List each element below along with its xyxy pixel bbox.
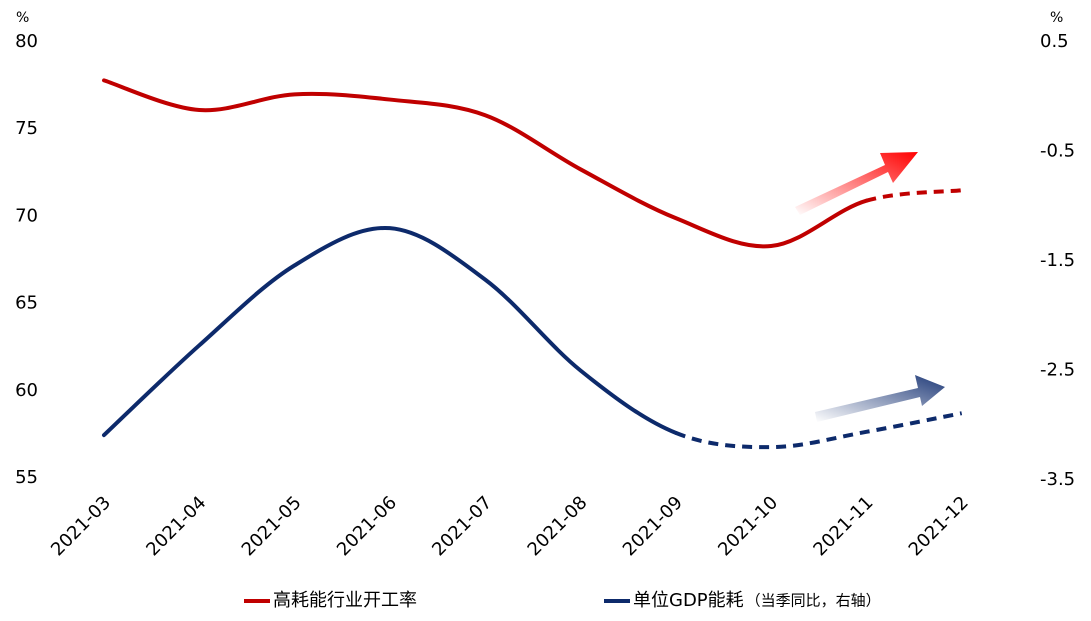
trend-arrow: [795, 152, 918, 215]
x-tick-label: 2021-07: [428, 492, 496, 560]
y-tick-label: 70: [15, 205, 38, 226]
y-tick-label: 75: [15, 118, 38, 139]
legend-label: 单位GDP能耗: [633, 590, 744, 611]
y-tick-label: 60: [15, 380, 38, 401]
x-tick-label: 2021-06: [333, 492, 401, 560]
y-tick-label: 65: [15, 293, 38, 314]
x-tick-label: 2021-12: [905, 492, 973, 560]
y-unit: %: [16, 10, 29, 26]
legend-note: （当季同比，右轴）: [746, 592, 881, 610]
x-tick-label: 2021-08: [524, 492, 592, 560]
x-tick-label: 2021-09: [619, 492, 687, 560]
x-tick-label: 2021-11: [809, 492, 877, 560]
x-tick-label: 2021-04: [142, 492, 210, 560]
y2-unit: %: [1050, 10, 1063, 26]
y-tick-label: 55: [15, 467, 38, 488]
forecast-line: [675, 411, 963, 450]
y-tick-label: 80: [15, 31, 38, 52]
series-line: [102, 226, 678, 438]
y2-tick-label: -1.5: [1040, 250, 1075, 271]
y2-tick-label: 0.5: [1040, 31, 1069, 52]
y2-tick-label: -0.5: [1040, 141, 1075, 162]
legend-label: 高耗能行业开工率: [273, 590, 417, 611]
y2-tick-label: -2.5: [1040, 360, 1075, 381]
x-tick-label: 2021-10: [714, 492, 782, 560]
series-line: [102, 78, 869, 249]
y2-tick-label: -3.5: [1040, 469, 1075, 490]
forecast-line: [865, 188, 962, 203]
x-tick-label: 2021-05: [238, 492, 306, 560]
x-tick-label: 2021-03: [47, 492, 115, 560]
trend-arrow: [815, 375, 945, 422]
